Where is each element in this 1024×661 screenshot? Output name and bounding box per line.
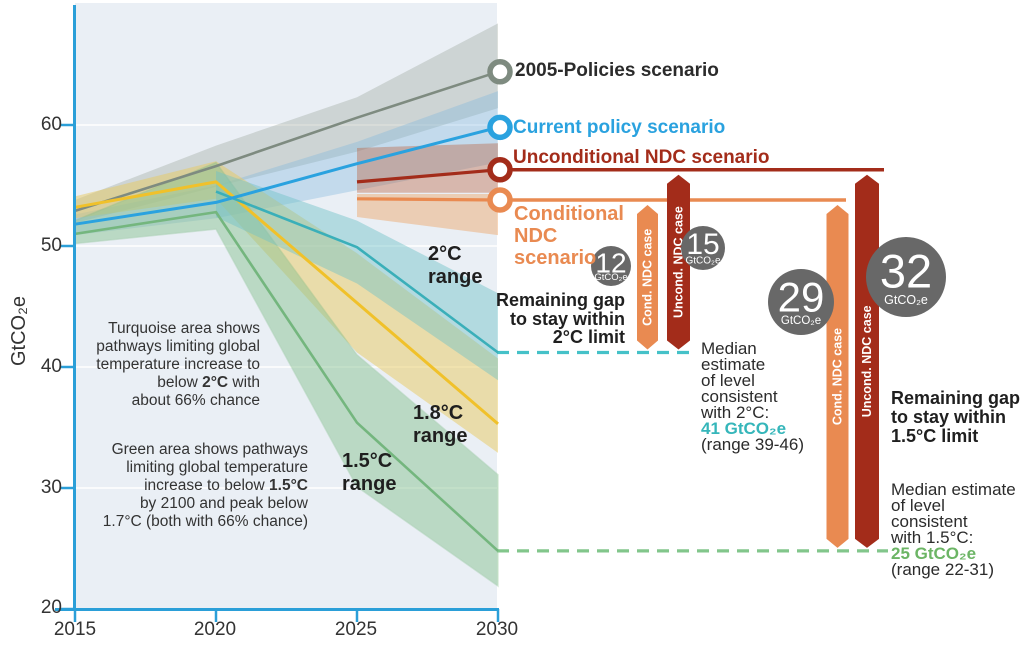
line-1.8°C pathway median <box>74 180 499 426</box>
gap-badge-value: 29 <box>778 274 825 321</box>
gap-badge-unit: GtCO₂e <box>594 272 627 283</box>
gap-badge <box>768 269 834 335</box>
x-tick-2030: 2030 <box>475 619 519 640</box>
median-2c-value: 41 GtCO₂e <box>701 419 787 438</box>
median-15c-text: Median estimate of level consistent with… <box>891 481 1024 578</box>
end-marker-darkred <box>487 157 513 183</box>
remaining-gap-15c-text: Remaining gap to stay within 1.5°C limit <box>891 388 1021 446</box>
gap-badge <box>866 237 946 317</box>
gap-badge-unit: GtCO₂e <box>781 315 821 327</box>
y-tick-30: 30 <box>40 477 62 498</box>
gap-badge-unit: GtCO₂e <box>884 293 928 307</box>
label-15c-range: 1.5°C range <box>342 450 397 495</box>
y-tick-20: 20 <box>40 597 62 618</box>
line-1.5°C pathway median <box>74 210 499 552</box>
orange-band <box>357 194 498 236</box>
end-marker-orange <box>487 187 513 213</box>
red-band <box>357 143 498 193</box>
line-2005-Policies scenario <box>74 70 499 213</box>
remaining-gap-2c-text: Remaining gap to stay within 2°C limit <box>495 290 625 347</box>
y-tick-60: 60 <box>40 114 62 135</box>
annotation-green-area: Green area shows pathways limiting globa… <box>102 441 308 530</box>
teal-band <box>216 171 498 381</box>
y-tick-50: 50 <box>40 235 62 256</box>
label-2c-range: 2°C range <box>428 243 483 288</box>
gap-badge-value: 32 <box>880 245 932 298</box>
gap-badge-value: 15 <box>686 228 719 261</box>
line-Unconditional NDC scenario <box>356 168 499 184</box>
gap-badge-value: 12 <box>595 248 626 279</box>
legend-current-policy: Current policy scenario <box>513 117 726 138</box>
gap-bar-label: Uncond. NDC case <box>672 206 686 318</box>
green-band <box>74 161 499 588</box>
x-tick-2020: 2020 <box>193 619 237 640</box>
legend-2005-policies: 2005-Policies scenario <box>515 60 719 81</box>
gap-bar-orange <box>637 205 658 350</box>
median-2c-text: Median estimate of level consistent with… <box>701 339 805 454</box>
x-tick-2025: 2025 <box>334 619 378 640</box>
gap-badge <box>681 226 725 270</box>
line-Current policy scenario <box>74 125 499 226</box>
annotation-turquoise-area: Turquoise area shows pathways limiting g… <box>96 320 260 409</box>
gap-badge-unit: GtCO₂e <box>686 255 721 266</box>
median-15c-value: 25 GtCO₂e <box>891 544 977 563</box>
gap-bar-label: Uncond. NDC case <box>860 305 874 417</box>
label-18c-range: 1.8°C range <box>413 402 468 447</box>
gap-bar-label: Cond. NDC case <box>831 328 845 425</box>
line-2°C pathway median <box>215 190 499 354</box>
end-marker-blue <box>487 114 513 141</box>
legend-unconditional-ndc: Unconditional NDC scenario <box>513 147 770 168</box>
gap-bar-label: Cond. NDC case <box>641 229 655 326</box>
end-marker-gray <box>487 59 513 85</box>
gap-badge <box>591 246 631 286</box>
x-tick-2015: 2015 <box>53 619 97 640</box>
legend-conditional-ndc: Conditional NDC scenario <box>514 203 624 269</box>
line-Conditional NDC scenario <box>356 197 499 202</box>
gap-bar-darkred <box>667 174 690 350</box>
y-tick-40: 40 <box>40 356 62 377</box>
